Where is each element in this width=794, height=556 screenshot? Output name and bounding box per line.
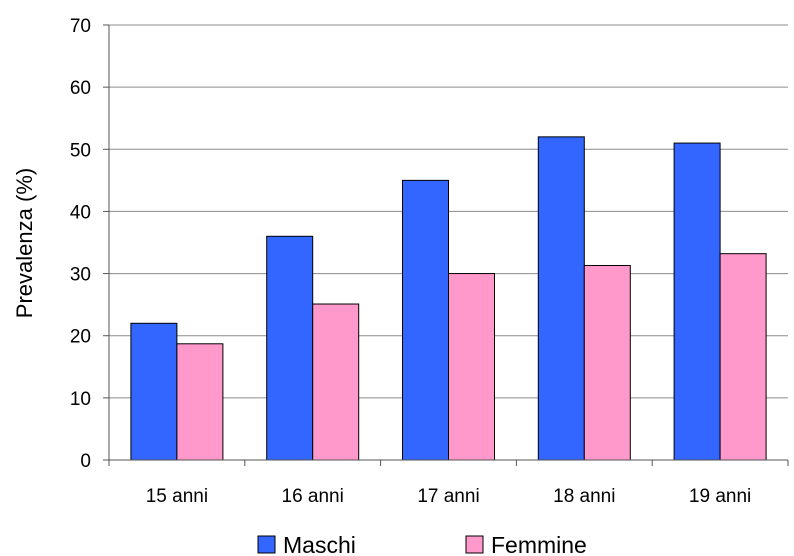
- y-tick-label: 70: [70, 16, 91, 37]
- y-tick-label: 50: [70, 140, 91, 161]
- y-axis-title: Prevalenza (%): [12, 168, 37, 318]
- legend-swatch-maschi: [257, 535, 276, 554]
- y-tick-label: 40: [70, 202, 91, 223]
- bars: [130, 136, 767, 461]
- x-tick-label: 16 anni: [282, 486, 344, 507]
- bar-femmine-17-anni: [448, 273, 495, 461]
- y-tick-label: 60: [70, 78, 91, 99]
- x-tick-label: 19 anni: [689, 486, 751, 507]
- bar-femmine-18-anni: [583, 264, 631, 461]
- bar-maschi-15-anni: [130, 322, 178, 461]
- bar-maschi-16-anni: [266, 235, 314, 461]
- bar-maschi-17-anni: [402, 179, 449, 461]
- bar-maschi-19-anni: [673, 142, 721, 461]
- legend-label-femmine: Femmine: [491, 532, 587, 556]
- y-tick-label: 10: [70, 389, 91, 410]
- y-tick-label: 30: [70, 265, 91, 286]
- x-tick-label: 17 anni: [417, 486, 479, 507]
- bar-femmine-15-anni: [176, 343, 224, 461]
- legend-label-maschi: Maschi: [283, 532, 356, 556]
- x-tick-label: 15 anni: [146, 486, 208, 507]
- y-tick-label: 0: [80, 451, 91, 472]
- bar-femmine-16-anni: [312, 303, 360, 461]
- tick-labels: 0 10 20 30 40 50 60 70 15 anni 16 anni 17 anni 18 a…: [70, 16, 751, 507]
- axes: [103, 24, 789, 466]
- x-tick-label: 18 anni: [553, 486, 615, 507]
- bar-maschi-18-anni: [537, 136, 585, 461]
- y-tick-label: 20: [70, 327, 91, 348]
- legend: Maschi Femmine: [257, 532, 587, 556]
- bar-femmine-19-anni: [719, 253, 767, 461]
- legend-swatch-femmine: [465, 535, 484, 554]
